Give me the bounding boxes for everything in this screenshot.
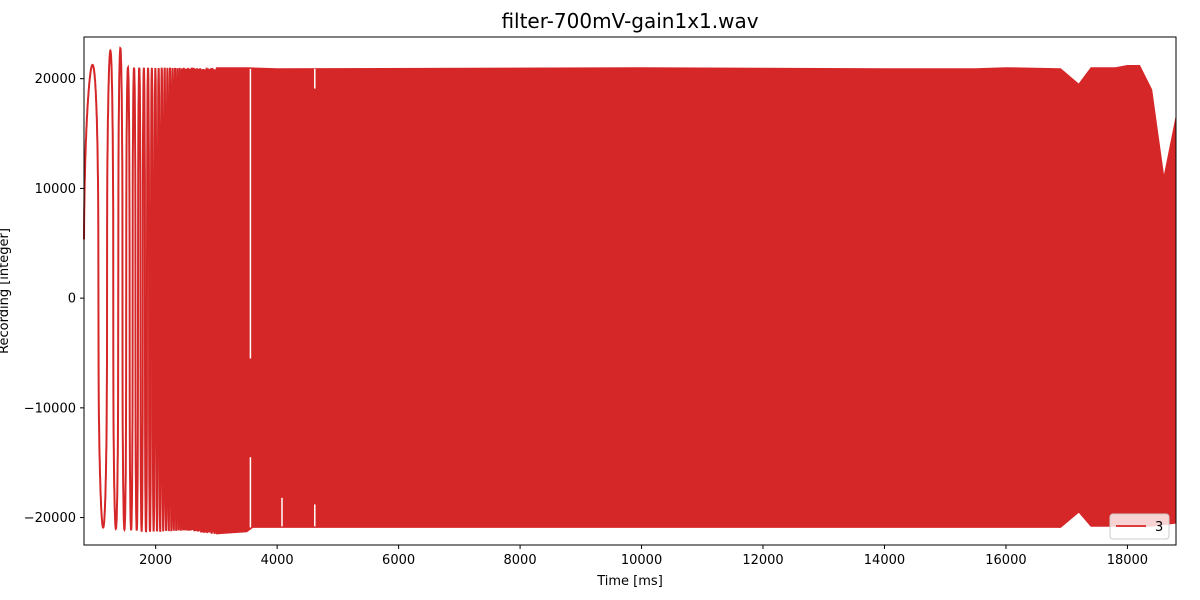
y-tick-label: −10000: [24, 401, 76, 416]
x-tick-label: 2000: [139, 553, 172, 568]
y-tick-label: −20000: [24, 511, 76, 526]
x-axis: 2000 4000 6000 8000 10000 12000 14000 16000 1800…: [139, 545, 1148, 568]
legend-label: 3: [1155, 520, 1163, 535]
x-tick-label: 6000: [382, 553, 415, 568]
x-tick-label: 12000: [742, 553, 783, 568]
y-tick-label: 10000: [35, 182, 76, 197]
series-3-envelope: [215, 65, 1177, 535]
plot-area: [83, 46, 1177, 535]
x-tick-label: 18000: [1107, 553, 1148, 568]
y-tick-label: 0: [68, 292, 76, 307]
plot-frame: [83, 36, 1177, 546]
x-tick-label: 10000: [621, 553, 662, 568]
x-tick-label: 4000: [261, 553, 294, 568]
chart-title: filter-700mV-gain1x1.wav: [501, 9, 758, 33]
x-tick-label: 8000: [504, 553, 537, 568]
x-axis-label: Time [ms]: [596, 574, 663, 589]
y-tick-label: 20000: [35, 72, 76, 87]
y-axis-label: Recording [integer]: [0, 228, 12, 354]
y-axis: −20000 −10000 0 10000 20000: [24, 72, 84, 526]
x-tick-label: 14000: [864, 553, 905, 568]
legend: 3: [1109, 513, 1170, 540]
series-3-line: [83, 46, 220, 535]
x-tick-label: 16000: [985, 553, 1026, 568]
